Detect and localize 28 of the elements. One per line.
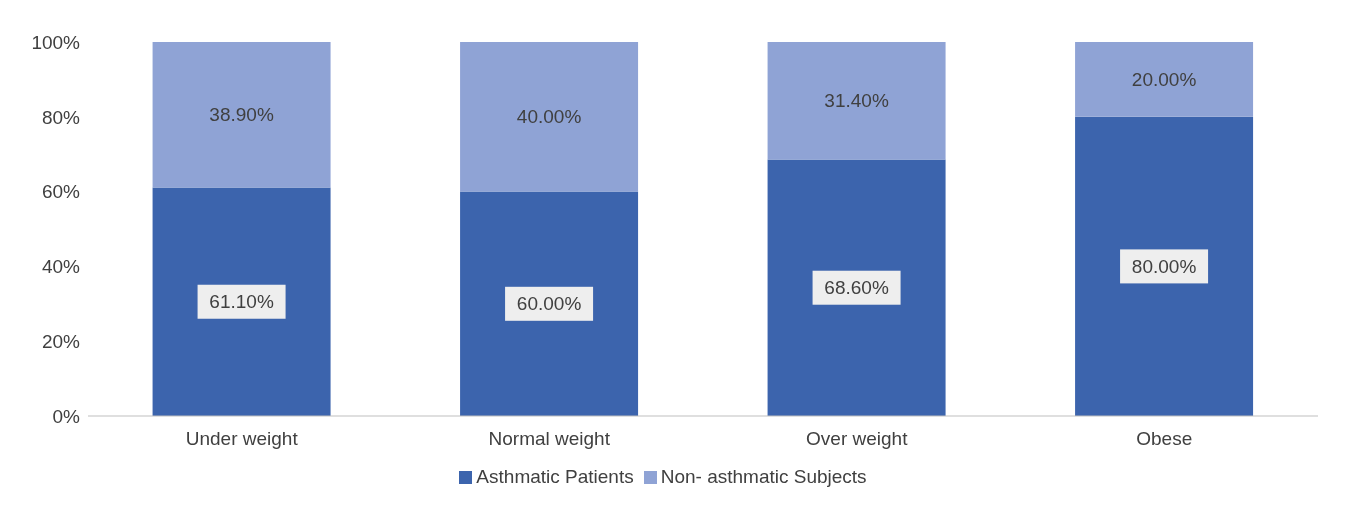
- bar: [152, 42, 331, 188]
- legend-label: Non- asthmatic Subjects: [660, 466, 867, 487]
- y-tick-label: 80%: [41, 106, 81, 128]
- data-label: 31.40%: [824, 90, 889, 112]
- y-tick-label: 60%: [41, 181, 81, 203]
- x-tick-label: Normal weight: [488, 428, 611, 450]
- x-tick-label: Over weight: [806, 428, 909, 450]
- bar: [767, 159, 946, 416]
- bar: [1075, 116, 1254, 416]
- bar: [152, 187, 331, 416]
- data-label: 60.00%: [516, 293, 582, 315]
- legend-label: Asthmatic Patients: [476, 466, 634, 487]
- bar: [460, 191, 639, 416]
- data-label: 38.90%: [209, 104, 274, 126]
- y-tick-label: 20%: [41, 330, 81, 352]
- data-label: 20.00%: [1131, 68, 1197, 90]
- data-label: 68.60%: [824, 277, 889, 299]
- data-label: 80.00%: [1131, 255, 1197, 277]
- data-label: 61.10%: [209, 291, 274, 313]
- y-tick-label: 40%: [41, 256, 81, 278]
- data-label: 40.00%: [516, 106, 582, 128]
- bar: [767, 42, 946, 160]
- x-tick-label: Obese: [1136, 428, 1193, 450]
- y-tick-label: 100%: [31, 31, 81, 53]
- x-tick-label: Under weight: [185, 428, 299, 450]
- bar: [460, 42, 639, 192]
- bar: [1075, 42, 1254, 117]
- y-tick-label: 0%: [52, 405, 81, 427]
